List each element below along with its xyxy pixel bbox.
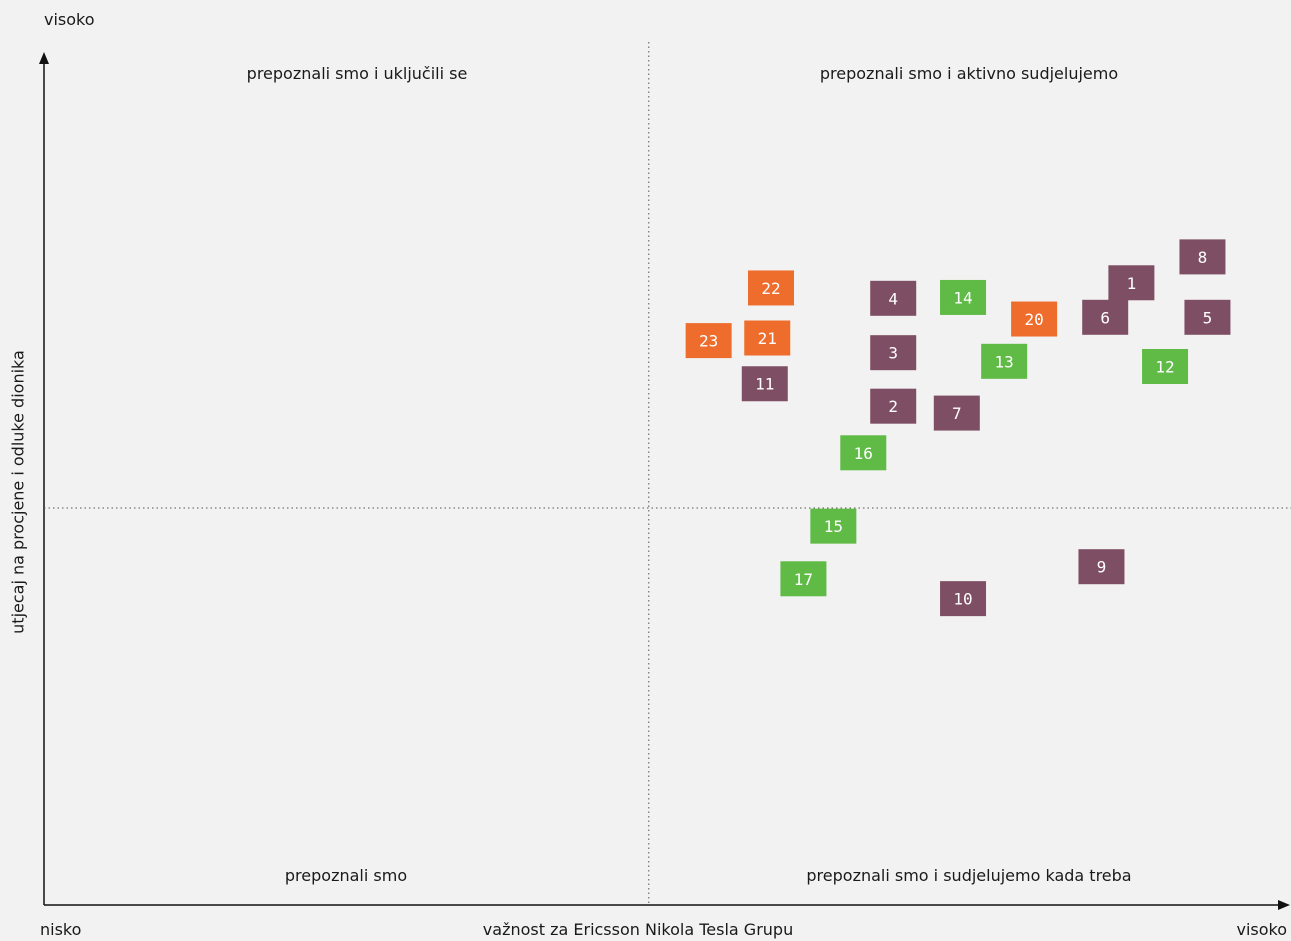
point-box-5 — [1184, 299, 1231, 335]
point-label-17: 17 — [794, 570, 813, 589]
point-box-3 — [870, 335, 917, 371]
point-box-8 — [1179, 239, 1226, 275]
point-box-21 — [744, 320, 791, 356]
point-label-23: 23 — [699, 332, 718, 351]
point-box-4 — [870, 280, 917, 316]
x-low-label: nisko — [40, 920, 82, 939]
point-label-16: 16 — [854, 444, 873, 463]
point-6: 6 — [1082, 299, 1129, 335]
point-box-7 — [933, 395, 980, 431]
point-box-2 — [870, 388, 917, 424]
point-label-21: 21 — [758, 329, 777, 348]
point-label-8: 8 — [1198, 248, 1208, 267]
point-10: 10 — [940, 581, 987, 617]
point-7: 7 — [933, 395, 980, 431]
y-axis-arrow — [39, 52, 49, 64]
point-17: 17 — [780, 561, 827, 597]
axes — [39, 52, 1290, 910]
point-1: 1 — [1108, 265, 1155, 301]
point-21: 21 — [744, 320, 791, 356]
point-9: 9 — [1078, 549, 1125, 585]
point-box-22 — [748, 270, 795, 306]
quadrant-bottom-left: prepoznali smo — [284, 866, 408, 885]
point-20: 20 — [1011, 301, 1058, 337]
point-box-9 — [1078, 549, 1125, 585]
point-box-1 — [1108, 265, 1155, 301]
point-label-3: 3 — [888, 344, 898, 363]
x-axis-title: važnost za Ericsson Nikola Tesla Grupu — [482, 920, 794, 939]
y-axis-title: utjecaj na procjene i odluke dionika — [8, 350, 28, 634]
point-label-15: 15 — [824, 517, 843, 536]
point-22: 22 — [748, 270, 795, 306]
point-8: 8 — [1179, 239, 1226, 275]
point-23: 23 — [685, 323, 732, 359]
point-16: 16 — [840, 435, 887, 471]
point-label-10: 10 — [953, 590, 972, 609]
x-high-label: visoko — [1236, 920, 1287, 939]
point-box-10 — [940, 581, 987, 617]
x-axis-arrow — [1278, 900, 1290, 910]
quadrant-top-left: prepoznali smo i uključili se — [246, 64, 468, 83]
point-box-13 — [981, 343, 1028, 379]
quadrant-top-right: prepoznali smo i aktivno sudjelujemo — [819, 64, 1119, 83]
y-high-label: visoko — [44, 10, 95, 29]
point-label-1: 1 — [1127, 274, 1137, 293]
point-label-20: 20 — [1024, 310, 1043, 329]
point-box-11 — [741, 366, 788, 402]
point-label-22: 22 — [761, 279, 780, 298]
point-15: 15 — [810, 508, 857, 544]
point-label-4: 4 — [888, 289, 898, 308]
point-11: 11 — [741, 366, 788, 402]
point-box-20 — [1011, 301, 1058, 337]
point-label-13: 13 — [995, 352, 1014, 371]
quadrant-bottom-right: prepoznali smo i sudjelujemo kada treba — [806, 866, 1132, 885]
point-label-12: 12 — [1155, 357, 1174, 376]
point-4: 4 — [870, 280, 917, 316]
point-label-9: 9 — [1097, 558, 1107, 577]
point-box-16 — [840, 435, 887, 471]
point-5: 5 — [1184, 299, 1231, 335]
point-12: 12 — [1142, 348, 1189, 384]
point-box-12 — [1142, 348, 1189, 384]
point-3: 3 — [870, 335, 917, 371]
point-13: 13 — [981, 343, 1028, 379]
point-2: 2 — [870, 388, 917, 424]
point-label-5: 5 — [1203, 308, 1213, 327]
point-box-17 — [780, 561, 827, 597]
point-label-11: 11 — [755, 375, 774, 394]
point-label-14: 14 — [953, 288, 972, 307]
point-box-6 — [1082, 299, 1129, 335]
point-label-2: 2 — [888, 397, 898, 416]
point-box-14 — [940, 279, 987, 315]
point-box-15 — [810, 508, 857, 544]
point-label-6: 6 — [1100, 308, 1110, 327]
point-14: 14 — [940, 279, 987, 315]
point-box-23 — [685, 323, 732, 359]
point-label-7: 7 — [952, 404, 962, 423]
